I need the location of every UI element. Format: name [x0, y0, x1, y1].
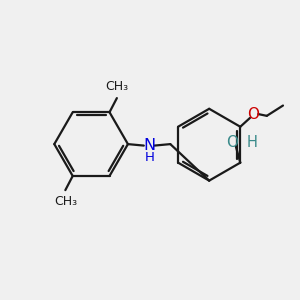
Text: H: H: [145, 151, 154, 164]
Text: O: O: [226, 135, 238, 150]
Text: O: O: [247, 106, 259, 122]
Text: H: H: [246, 135, 257, 150]
Text: CH₃: CH₃: [54, 195, 77, 208]
Text: CH₃: CH₃: [105, 80, 128, 93]
Text: N: N: [143, 138, 155, 153]
